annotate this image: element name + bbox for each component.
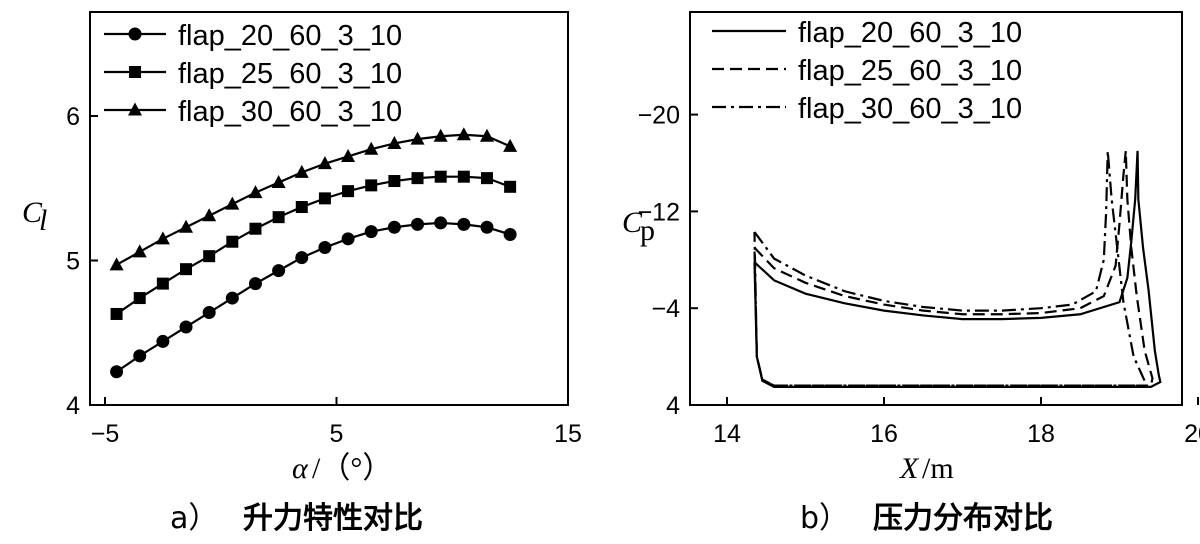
data-point-flap_25_60_3_10 (504, 180, 517, 193)
data-point-flap_20_60_3_10 (248, 277, 262, 291)
y-tick-label-a: 5 (66, 248, 80, 276)
y-tick-label-b: −20 (638, 102, 680, 130)
data-point-flap_25_60_3_10 (110, 307, 123, 320)
x-axis-label-a: α (292, 452, 309, 485)
data-point-flap_30_60_3_10 (109, 257, 124, 271)
series-line-flap_25_60_3_10 (115, 175, 511, 315)
data-point-flap_20_60_3_10 (272, 264, 286, 278)
data-point-flap_25_60_3_10 (480, 172, 493, 185)
data-point-flap_30_60_3_10 (456, 127, 471, 141)
data-point-flap_30_60_3_10 (225, 196, 240, 210)
data-point-flap_20_60_3_10 (202, 306, 216, 320)
x-tick-label-a: −5 (91, 420, 120, 448)
data-point-flap_20_60_3_10 (503, 227, 517, 241)
plot-frame-b (689, 11, 1183, 406)
data-point-flap_30_60_3_10 (479, 128, 494, 142)
data-point-flap_20_60_3_10 (341, 232, 355, 246)
data-point-flap_20_60_3_10 (364, 225, 378, 239)
data-point-flap_30_60_3_10 (503, 138, 518, 152)
data-point-flap_25_60_3_10 (226, 235, 239, 248)
data-point-flap_20_60_3_10 (133, 349, 147, 363)
data-point-flap_25_60_3_10 (411, 172, 424, 185)
x-axis-label-b: X (899, 452, 920, 485)
data-point-flap_25_60_3_10 (318, 192, 331, 205)
data-point-flap_30_60_3_10 (294, 164, 309, 178)
data-point-flap_25_60_3_10 (272, 211, 285, 224)
data-point-flap_25_60_3_10 (203, 250, 216, 263)
data-point-flap_25_60_3_10 (434, 170, 447, 183)
data-point-flap_20_60_3_10 (387, 220, 401, 234)
data-point-flap_20_60_3_10 (110, 365, 124, 379)
data-point-flap_20_60_3_10 (457, 217, 471, 231)
series-line-flap_30_60_3_10 (116, 133, 511, 266)
caption-text-b: 压力分布对比 (873, 501, 1053, 536)
data-point-flap_30_60_3_10 (132, 244, 147, 258)
data-point-flap_25_60_3_10 (342, 185, 355, 198)
y-tick-label-b: −4 (651, 295, 680, 323)
data-point-flap_20_60_3_10 (480, 220, 494, 234)
data-point-flap_25_60_3_10 (133, 292, 146, 305)
x-axis-unit-a: /（°） (312, 452, 392, 485)
caption-letter-b: b） (800, 501, 849, 536)
y-tick-label-a: 4 (66, 392, 80, 420)
y-tick-label-a: 6 (66, 103, 80, 131)
data-point-flap_25_60_3_10 (365, 179, 378, 192)
data-point-flap_30_60_3_10 (341, 148, 356, 162)
data-point-flap_30_60_3_10 (155, 231, 170, 245)
data-point-flap_30_60_3_10 (202, 208, 217, 222)
data-point-flap_30_60_3_10 (179, 219, 194, 233)
y-tick-label-b: −12 (638, 198, 680, 226)
x-tick-label-b: 18 (1027, 420, 1055, 448)
data-point-flap_20_60_3_10 (179, 320, 193, 334)
legend-label-b: flap_30_60_3_10 (798, 93, 1022, 125)
data-point-flap_30_60_3_10 (364, 141, 379, 155)
legend-marker-flap_25_60_3_10 (129, 66, 141, 78)
x-axis-unit-b: /m (922, 452, 954, 485)
series-line-flap_20_60_3_10 (115, 221, 511, 373)
data-point-flap_30_60_3_10 (433, 128, 448, 142)
x-tick-label-b: 20 (1184, 420, 1200, 448)
caption-letter-a: a） (170, 501, 218, 536)
data-point-flap_25_60_3_10 (249, 222, 262, 235)
data-point-flap_20_60_3_10 (434, 216, 448, 230)
data-point-flap_25_60_3_10 (388, 175, 401, 188)
series-line-flap_20_60_3_10 (753, 150, 1162, 388)
data-point-flap_30_60_3_10 (317, 156, 332, 170)
data-point-flap_25_60_3_10 (156, 277, 169, 290)
y-tick-label-b: 4 (666, 392, 680, 420)
data-point-flap_20_60_3_10 (411, 217, 425, 231)
x-tick-label-a: 5 (330, 420, 344, 448)
y-axis-label-b: C (622, 206, 643, 239)
legend-label-b: flap_20_60_3_10 (798, 17, 1022, 49)
data-point-flap_30_60_3_10 (410, 131, 425, 145)
data-point-flap_30_60_3_10 (248, 185, 263, 199)
data-point-flap_20_60_3_10 (318, 240, 332, 254)
data-point-flap_25_60_3_10 (295, 201, 308, 214)
legend-label-a: flap_20_60_3_10 (178, 20, 402, 52)
legend-label-a: flap_30_60_3_10 (178, 96, 402, 128)
legend-marker-flap_20_60_3_10 (128, 27, 142, 41)
series-line-flap_30_60_3_10 (753, 150, 1146, 387)
data-point-flap_20_60_3_10 (156, 334, 170, 348)
legend-label-b: flap_25_60_3_10 (798, 55, 1022, 87)
series-line-flap_25_60_3_10 (753, 150, 1154, 387)
data-point-flap_20_60_3_10 (225, 291, 239, 305)
legend-marker-flap_30_60_3_10 (128, 102, 142, 116)
plot-frame-a (89, 11, 569, 406)
data-point-flap_25_60_3_10 (180, 263, 193, 276)
data-point-flap_30_60_3_10 (387, 135, 402, 149)
y-axis-label-sub-a: l (39, 204, 47, 237)
data-point-flap_20_60_3_10 (295, 251, 309, 265)
legend-label-a: flap_25_60_3_10 (178, 58, 402, 90)
y-axis-label-a: C (22, 196, 43, 229)
x-tick-label-b: 14 (713, 420, 741, 448)
y-axis-label-sub-b: p (640, 214, 655, 247)
x-tick-label-b: 16 (870, 420, 898, 448)
x-tick-label-a: 15 (554, 420, 582, 448)
data-point-flap_30_60_3_10 (271, 174, 286, 188)
caption-text-a: 升力特性对比 (243, 501, 423, 536)
data-point-flap_25_60_3_10 (457, 170, 470, 183)
